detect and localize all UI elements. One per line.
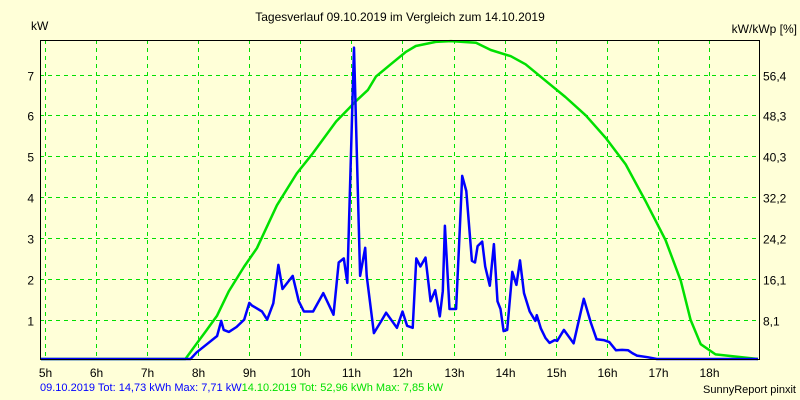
y-tick-label-right: 16,1 (763, 274, 787, 288)
y-tick-label-left: 4 (27, 192, 34, 206)
y-axis-label-right: kW/kWp [%] (731, 22, 797, 36)
grid-lines (40, 40, 759, 360)
series-group (41, 39, 759, 361)
y-tick-label-right: 40,3 (763, 151, 787, 165)
legend-series-2: 14.10.2019 Tot: 52,96 kWh Max: 7,85 kW (241, 382, 444, 394)
x-tick-label: 9h (243, 366, 256, 380)
y-tick-label-right: 48,3 (763, 110, 787, 124)
x-tick-label: 12h (392, 366, 412, 380)
x-tick-label: 15h (546, 366, 566, 380)
x-tick-label: 13h (444, 366, 464, 380)
x-tick-label: 8h (192, 366, 205, 380)
y-axis-label-left: kW (31, 19, 49, 33)
y-tick-label-left: 3 (27, 233, 34, 247)
series-line-1 (41, 46, 758, 361)
x-tick-label: 7h (141, 366, 154, 380)
x-tick-label: 5h (39, 366, 52, 380)
x-tick-label: 17h (648, 366, 668, 380)
legend-summary: 09.10.2019 Tot: 14,73 kWh Max: 7,71 kW14… (40, 382, 443, 394)
y-tick-label-left: 5 (27, 151, 34, 165)
tick-labels: 5h 6h 7h 8h 9h 10h 11h 12h 13h 14h 15h 16h 17h 18h 1 8,… (27, 70, 786, 381)
y-tick-label-right: 32,2 (763, 192, 787, 206)
y-tick-label-right: 24,2 (763, 233, 787, 247)
x-tick-label: 6h (90, 366, 103, 380)
plot-frame (40, 40, 760, 360)
y-tick-label-right: 56,4 (763, 70, 787, 84)
chart-title: Tagesverlauf 09.10.2019 im Vergleich zum… (255, 10, 545, 24)
x-tick-label: 10h (290, 366, 310, 380)
x-tick-label: 16h (597, 366, 617, 380)
y-tick-label-right: 8,1 (763, 315, 780, 329)
series-line-2 (41, 39, 759, 361)
credit-text: SunnyReport pinxit (703, 384, 796, 396)
x-tick-label: 11h (342, 366, 361, 380)
legend-series-1: 09.10.2019 Tot: 14,73 kWh Max: 7,71 kW (40, 382, 242, 394)
x-tick-label: 14h (495, 366, 515, 380)
y-tick-label-left: 6 (27, 110, 34, 124)
x-tick-label: 18h (699, 366, 719, 380)
y-tick-label-left: 2 (27, 274, 34, 288)
y-tick-label-left: 7 (27, 70, 34, 84)
y-tick-label-left: 1 (27, 315, 34, 329)
